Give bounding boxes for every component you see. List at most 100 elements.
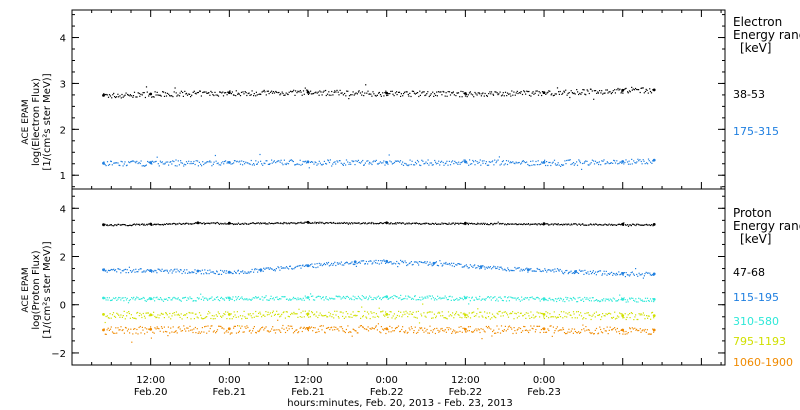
proton-point-115-195-4 [259, 268, 263, 272]
electron-point-175-315-7 [621, 160, 625, 163]
proton-y-axis-label: ACE EPAM log(Proton Flux) [1/(cm²s ster … [21, 241, 53, 338]
proton-legend: Proton Energy range [keV] 47-68 115-195 … [733, 206, 800, 369]
electron-point-38-53-4 [385, 91, 389, 95]
electron-point-175-315-2 [227, 161, 231, 164]
x-tick-date-3: Feb.22 [370, 387, 404, 398]
proton-point-47-68-9 [652, 223, 656, 226]
electron-ytick-label-3: 3 [60, 79, 66, 90]
proton-ytick-label-0: 0 [60, 301, 66, 312]
electron-point-38-53-3 [306, 90, 310, 94]
proton-point-310-580-1 [149, 297, 153, 301]
proton-point-310-580-0 [102, 296, 105, 300]
proton-data-layer [102, 220, 656, 343]
x-tick-date-4: Feb.22 [449, 387, 483, 398]
proton-series-115-195 [102, 259, 656, 279]
legend-electron-38-53: 38-53 [733, 88, 765, 101]
x-tick-time-0: 12:00 [136, 375, 165, 386]
proton-point-115-195-5 [306, 264, 310, 268]
proton-point-115-195-11 [574, 270, 577, 273]
electron-point-38-53-1 [149, 92, 153, 96]
proton-point-310-580-5 [464, 296, 467, 300]
proton-point-1060-1900-4 [385, 327, 389, 331]
proton-point-795-1193-5 [464, 313, 467, 317]
x-tick-time-3: 0:00 [375, 375, 397, 386]
x-tick-time-1: 0:00 [218, 375, 240, 386]
legend-proton-1060-1900: 1060-1900 [733, 356, 793, 369]
proton-point-795-1193-7 [621, 314, 625, 317]
proton-point-1060-1900-5 [464, 327, 467, 331]
proton-point-795-1193-0 [102, 313, 105, 316]
electron-y-ticks: 1 2 3 4 [60, 14, 725, 188]
x-tick-time-5: 0:00 [533, 375, 555, 386]
proton-point-795-1193-2 [227, 313, 231, 316]
electron-point-38-53-6 [542, 91, 546, 94]
proton-panel-frame [71, 188, 726, 366]
electron-point-175-315-6 [542, 161, 546, 164]
electron-ytick-label-1: 1 [60, 171, 66, 182]
proton-series-795-1193 [102, 303, 656, 327]
proton-point-115-195-6 [353, 260, 357, 264]
electron-ylabel-line1: ACE EPAM [21, 99, 31, 144]
proton-series-310-580 [102, 293, 656, 305]
legend-proton-310-580: 310-580 [733, 315, 779, 328]
proton-point-795-1193-4 [385, 313, 389, 316]
proton-point-115-195-3 [227, 270, 231, 274]
electron-point-38-53-2 [227, 91, 231, 94]
proton-point-47-68-2 [196, 221, 200, 225]
proton-series-1060-1900 [102, 319, 656, 343]
electron-legend-subtitle: Energy range [733, 28, 800, 42]
x-tick-time-2: 12:00 [294, 375, 323, 386]
electron-point-38-53-7 [621, 88, 625, 92]
proton-ytick-label-2: 2 [60, 253, 66, 264]
proton-legend-unit: [keV] [740, 232, 771, 246]
proton-point-47-68-8 [621, 222, 625, 226]
electron-point-38-53-8 [652, 88, 656, 92]
proton-ytick-label--2: −2 [51, 349, 66, 360]
proton-point-115-195-1 [149, 269, 153, 272]
electron-y-axis-label: ACE EPAM log(Electron Flux) [1/(cm²s ste… [21, 73, 53, 170]
proton-point-47-68-7 [542, 222, 546, 226]
legend-proton-115-195: 115-195 [733, 291, 779, 304]
proton-point-115-195-10 [526, 268, 530, 272]
proton-point-115-195-9 [479, 265, 483, 268]
proton-point-115-195-12 [621, 272, 625, 275]
electron-ytick-label-2: 2 [60, 125, 66, 136]
legend-electron-175-315: 175-315 [733, 125, 779, 138]
electron-point-175-315-1 [149, 161, 153, 165]
electron-point-175-315-0 [102, 161, 105, 165]
proton-point-1060-1900-6 [542, 327, 546, 331]
proton-point-47-68-5 [385, 221, 389, 225]
x-tick-date-2: Feb.21 [291, 387, 325, 398]
proton-point-310-580-2 [227, 296, 231, 300]
proton-point-310-580-7 [621, 298, 625, 301]
electron-point-38-53-5 [464, 92, 467, 95]
proton-ylabel-line1: ACE EPAM [21, 267, 31, 312]
x-tick-date-5: Feb.23 [527, 387, 561, 398]
electron-point-175-315-4 [385, 161, 389, 164]
proton-point-1060-1900-0 [102, 328, 105, 332]
proton-point-310-580-4 [385, 295, 389, 299]
proton-legend-title: Proton [733, 206, 772, 220]
proton-point-47-68-4 [306, 220, 310, 224]
proton-legend-subtitle: Energy range [733, 219, 800, 233]
proton-ylabel-line2: log(Proton Flux) [31, 250, 42, 329]
x-tick-time-4: 12:00 [451, 375, 480, 386]
proton-point-115-195-8 [432, 261, 436, 265]
electron-point-175-315-8 [652, 158, 656, 162]
x-tick-date-1: Feb.21 [213, 387, 247, 398]
proton-point-115-195-2 [196, 269, 200, 273]
proton-point-310-580-6 [542, 297, 546, 301]
proton-point-47-68-0 [102, 223, 105, 227]
proton-ytick-label-4: 4 [60, 204, 66, 215]
proton-point-1060-1900-7 [621, 328, 625, 332]
proton-point-1060-1900-3 [306, 327, 310, 330]
electron-series-175-315 [102, 153, 656, 170]
proton-point-1060-1900-1 [149, 327, 153, 331]
x-tick-date-0: Feb.20 [134, 387, 168, 398]
proton-point-1060-1900-8 [652, 328, 656, 332]
electron-legend-unit: [keV] [740, 41, 771, 55]
proton-point-795-1193-3 [306, 312, 310, 316]
proton-point-795-1193-1 [149, 313, 153, 317]
proton-point-115-195-0 [102, 268, 105, 272]
